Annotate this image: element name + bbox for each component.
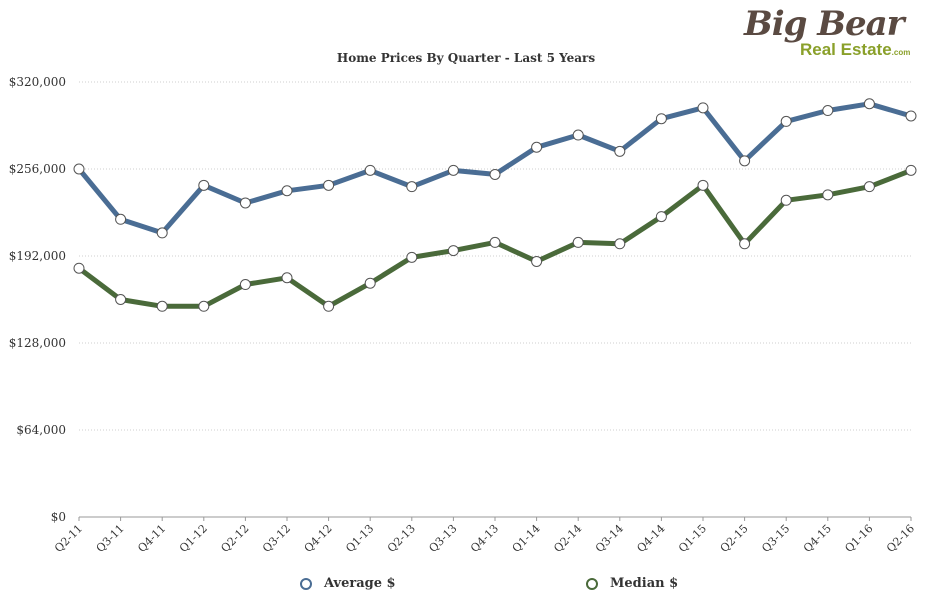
data-point: [822, 105, 834, 117]
data-point: [239, 279, 251, 291]
x-tick-label: Q2-14: [551, 522, 584, 555]
y-tick-label: $320,000: [9, 75, 66, 89]
logo-sub-label: Real Estate: [800, 40, 892, 59]
data-point: [239, 197, 251, 209]
data-point: [364, 164, 376, 176]
data-point: [905, 164, 917, 176]
data-point: [364, 277, 376, 289]
data-point: [198, 300, 210, 312]
x-tick-label: Q4-13: [468, 522, 501, 555]
logo-big-text: Big Bear: [744, 4, 905, 44]
legend-item-average[interactable]: Average $: [298, 576, 396, 591]
data-point: [905, 110, 917, 122]
logo-sub-text: Real Estate.com: [800, 40, 910, 60]
x-tick-label: Q3-13: [426, 522, 459, 555]
data-point: [614, 145, 626, 157]
data-point: [697, 179, 709, 191]
data-point: [780, 194, 792, 206]
x-tick-label: Q3-14: [593, 522, 626, 555]
data-point: [739, 155, 751, 167]
data-point: [281, 185, 293, 197]
y-tick-label: $192,000: [9, 249, 66, 263]
x-tick-label: Q3-15: [759, 522, 792, 555]
legend-marker-median: [586, 577, 598, 590]
x-tick-label: Q3-11: [94, 522, 127, 555]
data-point: [780, 115, 792, 127]
data-point: [655, 113, 667, 125]
data-point: [323, 300, 335, 312]
legend-label-average: Average $: [324, 576, 396, 591]
data-point: [406, 181, 418, 193]
data-point: [406, 251, 418, 263]
data-point: [822, 189, 834, 201]
x-tick-label: Q2-12: [218, 522, 251, 555]
data-point: [531, 255, 543, 267]
legend-marker-average: [300, 577, 312, 590]
data-point: [447, 164, 459, 176]
y-tick-label: $128,000: [9, 336, 66, 350]
data-point: [863, 181, 875, 193]
data-point: [156, 227, 168, 239]
data-point: [115, 213, 127, 225]
data-point: [614, 238, 626, 250]
data-point: [323, 179, 335, 191]
data-point: [531, 141, 543, 153]
logo-suffix: .com: [891, 48, 911, 57]
data-point: [572, 129, 584, 141]
data-point: [655, 211, 667, 223]
data-point: [115, 294, 127, 305]
y-tick-label: $256,000: [9, 162, 66, 176]
data-point: [156, 300, 168, 312]
x-tick-label: Q2-15: [718, 522, 751, 555]
x-tick-label: Q1-16: [842, 522, 875, 555]
legend-item-median[interactable]: Median $: [584, 576, 678, 591]
brand-logo: Big Bear Real Estate.com: [744, 4, 914, 64]
data-point: [281, 272, 293, 284]
x-tick-label: Q4-15: [801, 522, 834, 555]
data-point: [697, 102, 709, 114]
x-tick-label: Q1-13: [343, 522, 376, 555]
data-point: [739, 238, 751, 250]
data-point: [73, 163, 85, 175]
x-tick-label: Q4-11: [135, 522, 168, 555]
x-tick-label: Q2-11: [52, 522, 85, 555]
data-point: [198, 179, 210, 191]
data-point: [447, 245, 459, 257]
x-tick-label: Q1-14: [510, 522, 543, 555]
x-tick-label: Q2-13: [385, 522, 418, 555]
x-tick-label: Q2-16: [884, 522, 917, 555]
y-tick-label: $0: [51, 510, 66, 524]
x-tick-label: Q1-15: [676, 522, 709, 555]
data-point: [572, 236, 584, 248]
chart-title: Home Prices By Quarter - Last 5 Years: [336, 51, 596, 65]
x-tick-label: Q4-14: [634, 522, 667, 555]
y-tick-label: $64,000: [16, 423, 66, 437]
data-point: [489, 168, 501, 180]
x-tick-label: Q3-12: [260, 522, 293, 555]
data-point: [863, 98, 875, 110]
data-point: [489, 236, 501, 248]
data-point: [73, 262, 85, 274]
legend-label-median: Median $: [610, 576, 679, 591]
x-tick-label: Q4-12: [302, 522, 335, 555]
x-tick-label: Q1-12: [177, 522, 210, 555]
